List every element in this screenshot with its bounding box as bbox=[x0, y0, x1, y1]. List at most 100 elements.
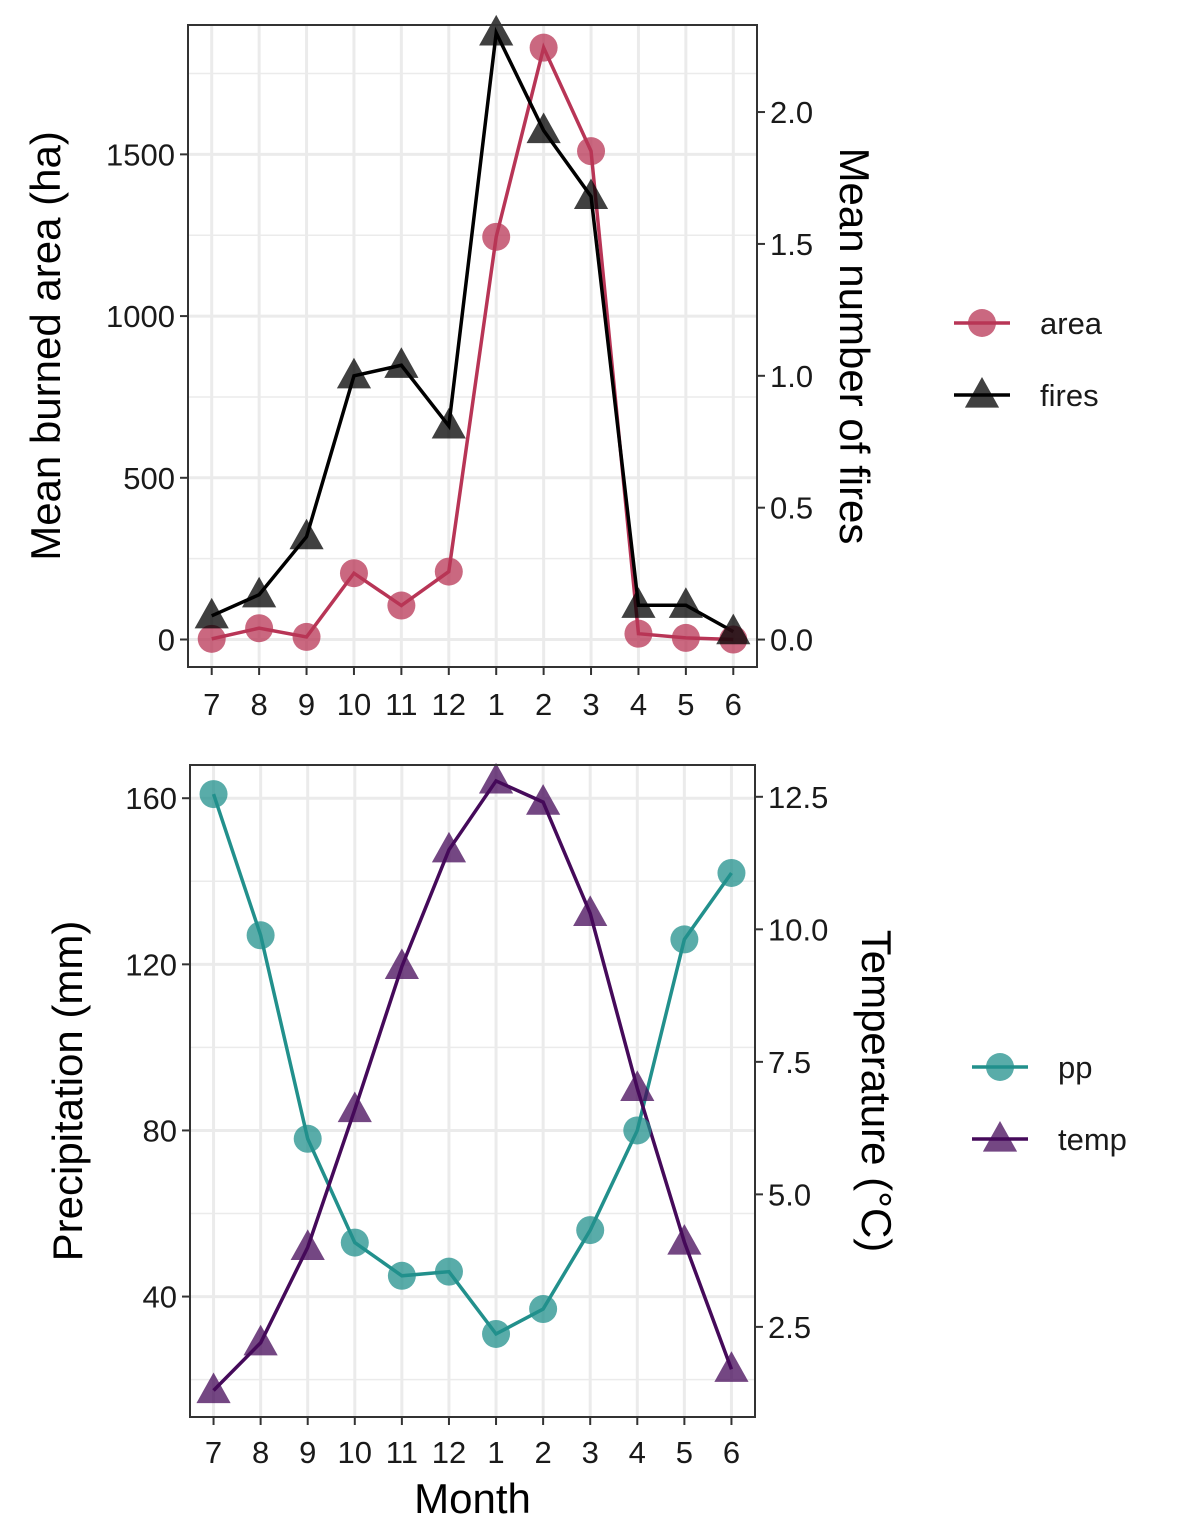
y2-tick-label: 1.0 bbox=[770, 359, 813, 394]
series-line-temp bbox=[212, 778, 734, 1392]
point-area bbox=[339, 559, 368, 588]
point-fires bbox=[336, 357, 372, 389]
y2-tick-label: 0.5 bbox=[770, 491, 813, 526]
point-area bbox=[624, 619, 653, 648]
x-tick-label: 10 bbox=[337, 687, 371, 722]
point-area bbox=[434, 557, 463, 586]
point-pp bbox=[387, 1261, 416, 1290]
y2-tick-label: 12.5 bbox=[768, 780, 828, 815]
legend-key-triangle bbox=[982, 1121, 1018, 1152]
x-tick-label: 11 bbox=[386, 1435, 418, 1470]
legend-label-fires: fires bbox=[1040, 378, 1099, 413]
point-area bbox=[482, 222, 511, 251]
y2-tick-label: 1.5 bbox=[770, 227, 813, 262]
legend-label-area: area bbox=[1040, 306, 1103, 341]
y2-tick-label: 2.0 bbox=[770, 95, 813, 130]
point-pp bbox=[576, 1216, 605, 1245]
point-pp bbox=[199, 780, 228, 809]
point-area bbox=[387, 591, 416, 620]
point-area bbox=[245, 614, 274, 643]
y2-tick-label: 10.0 bbox=[768, 912, 828, 947]
point-fires bbox=[621, 587, 656, 618]
plot-background bbox=[190, 765, 755, 1417]
point-pp bbox=[482, 1319, 511, 1348]
point-fires bbox=[289, 518, 324, 550]
y2-axis-title: Mean number of fires bbox=[831, 148, 878, 545]
x-tick-label: 6 bbox=[725, 687, 742, 722]
point-fires bbox=[194, 597, 229, 629]
x-tick-label: 3 bbox=[582, 687, 599, 722]
y2-axis-title: Temperature (°C) bbox=[853, 930, 900, 1253]
x-tick-label: 1 bbox=[488, 687, 505, 722]
x-tick-label: 6 bbox=[723, 1435, 740, 1470]
x-tick-label: 12 bbox=[432, 687, 466, 722]
point-fires bbox=[384, 347, 419, 378]
point-fires bbox=[716, 613, 751, 645]
panel-border bbox=[187, 24, 758, 668]
point-temp bbox=[667, 1224, 702, 1255]
legend-label-pp: pp bbox=[1058, 1050, 1092, 1085]
point-temp bbox=[526, 784, 561, 815]
point-area bbox=[529, 33, 558, 62]
point-pp bbox=[434, 1257, 463, 1286]
point-pp bbox=[340, 1228, 369, 1257]
y-axis-title: Mean burned area (ha) bbox=[22, 131, 69, 561]
point-fires bbox=[668, 587, 703, 618]
y2-tick-label: 2.5 bbox=[768, 1310, 811, 1345]
legend: pp temp bbox=[972, 1050, 1127, 1157]
y-tick-label: 1000 bbox=[106, 299, 175, 334]
plot-background bbox=[188, 25, 757, 667]
panel-border bbox=[189, 764, 756, 1418]
point-temp bbox=[620, 1070, 655, 1101]
x-tick-label: 9 bbox=[299, 1435, 316, 1470]
x-tick-label: 7 bbox=[205, 1435, 222, 1470]
x-tick-label: 2 bbox=[535, 1435, 552, 1470]
point-fires bbox=[526, 112, 561, 144]
y-tick-label: 80 bbox=[143, 1113, 177, 1148]
x-tick-label: 8 bbox=[251, 687, 268, 722]
point-temp bbox=[431, 831, 467, 863]
x-tick-label: 10 bbox=[338, 1435, 372, 1470]
x-tick-label: 7 bbox=[203, 687, 220, 722]
y-tick-label: 0 bbox=[158, 623, 175, 658]
point-temp bbox=[290, 1229, 325, 1260]
x-tick-label: 8 bbox=[252, 1435, 269, 1470]
point-pp bbox=[623, 1116, 652, 1145]
x-tick-label: 4 bbox=[629, 1435, 646, 1470]
point-fires bbox=[573, 178, 609, 210]
x-tick-label: 5 bbox=[676, 1435, 693, 1470]
point-area bbox=[577, 137, 606, 166]
y-tick-label: 1500 bbox=[106, 137, 175, 172]
point-pp bbox=[529, 1295, 558, 1324]
point-pp bbox=[246, 921, 275, 950]
y-tick-label: 500 bbox=[123, 461, 175, 496]
x-tick-label: 2 bbox=[535, 687, 552, 722]
point-pp bbox=[717, 858, 746, 887]
legend-key-triangle bbox=[964, 377, 1000, 408]
legend-key-circle bbox=[986, 1053, 1014, 1081]
point-area bbox=[292, 622, 321, 651]
y2-tick-label: 0.0 bbox=[770, 623, 813, 658]
point-fires bbox=[431, 407, 466, 439]
y-tick-label: 40 bbox=[143, 1280, 177, 1315]
legend-key-circle bbox=[968, 309, 996, 337]
point-pp bbox=[670, 925, 699, 954]
point-temp bbox=[243, 1324, 278, 1356]
y-tick-label: 160 bbox=[125, 781, 177, 816]
point-temp bbox=[384, 948, 419, 980]
x-tick-label: 12 bbox=[432, 1435, 466, 1470]
x-tick-label: 1 bbox=[487, 1435, 504, 1470]
point-temp bbox=[573, 895, 608, 927]
x-tick-label: 11 bbox=[385, 687, 417, 722]
point-pp bbox=[293, 1124, 322, 1153]
x-tick-label: 4 bbox=[630, 687, 647, 722]
x-tick-label: 3 bbox=[582, 1435, 599, 1470]
legend-label-temp: temp bbox=[1058, 1122, 1127, 1157]
point-temp bbox=[337, 1091, 372, 1123]
point-fires bbox=[479, 14, 514, 46]
point-temp bbox=[714, 1351, 749, 1382]
y2-tick-label: 5.0 bbox=[768, 1177, 811, 1212]
